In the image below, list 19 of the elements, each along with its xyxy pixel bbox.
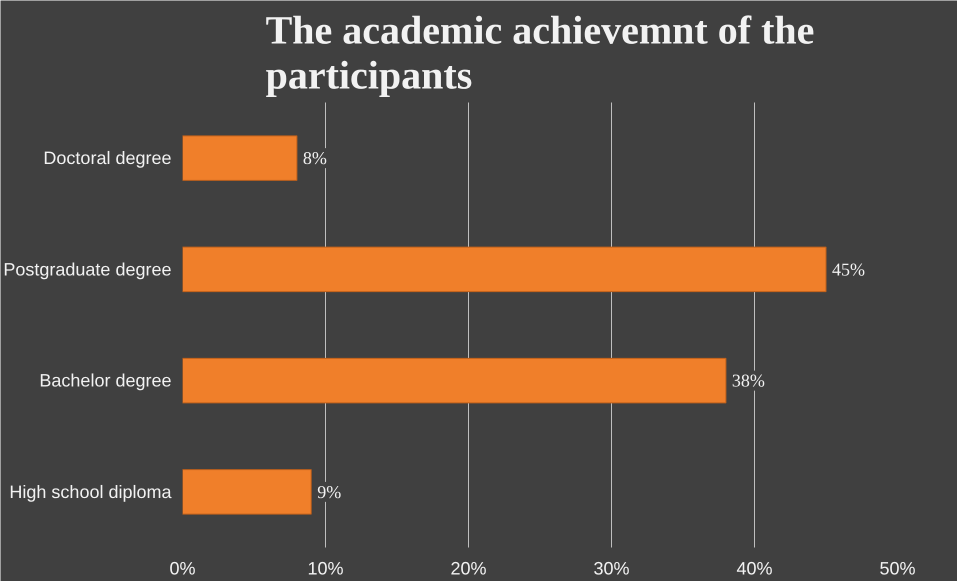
bar [182,246,826,292]
data-label: 45% [832,259,865,280]
x-tick-label: 0% [169,558,196,578]
y-tick-label: Postgraduate degree [3,259,172,280]
bar [182,358,726,404]
data-label: 8% [302,148,327,168]
bar [182,469,312,515]
chart-title: The academic achievemnt of the participants [266,8,814,98]
x-tick-label: 30% [593,558,630,578]
bar [182,135,298,181]
y-tick-label: Doctoral degree [43,148,172,168]
data-label: 38% [732,370,765,391]
x-tick-label: 20% [450,558,487,578]
data-label: 9% [317,482,342,502]
y-tick-label: High school diploma [9,482,172,502]
y-tick-label: Bachelor degree [39,370,172,391]
x-tick-label: 10% [307,558,344,578]
x-tick-label: 50% [879,558,916,578]
x-tick-label: 40% [736,558,773,578]
